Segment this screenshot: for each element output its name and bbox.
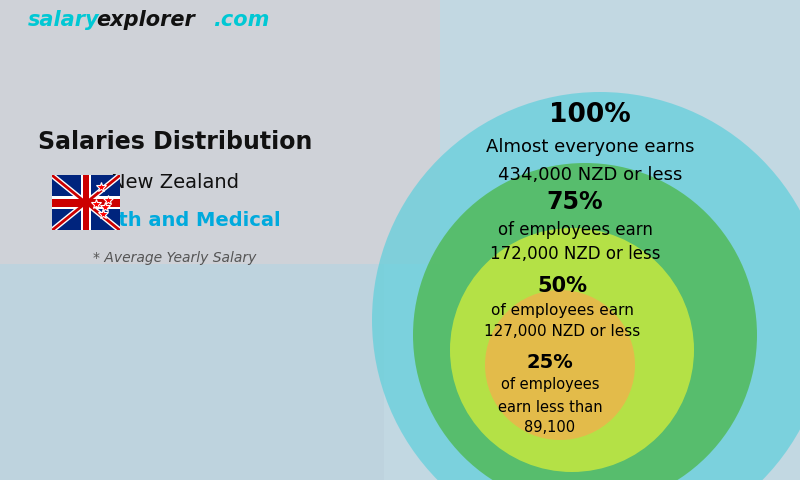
Text: explorer: explorer [96, 10, 194, 30]
Text: 89,100: 89,100 [525, 420, 575, 435]
Bar [0, 0, 440, 264]
Circle shape [413, 163, 757, 480]
Text: Health and Medical: Health and Medical [69, 211, 281, 229]
Circle shape [485, 290, 635, 440]
Circle shape [450, 228, 694, 472]
Bar [81, 175, 91, 230]
Text: 25%: 25% [526, 352, 574, 372]
Text: New Zealand: New Zealand [111, 172, 239, 192]
Text: 172,000 NZD or less: 172,000 NZD or less [490, 245, 660, 263]
Text: 127,000 NZD or less: 127,000 NZD or less [484, 324, 640, 339]
Text: .com: .com [213, 10, 270, 30]
Bar [82, 175, 90, 230]
Bar [52, 196, 120, 209]
Text: 100%: 100% [549, 102, 631, 128]
Circle shape [372, 92, 800, 480]
Text: earn less than: earn less than [498, 399, 602, 415]
Bar [0, 264, 384, 480]
Text: of employees earn: of employees earn [498, 221, 653, 239]
Bar [52, 199, 120, 207]
Text: 75%: 75% [546, 190, 603, 214]
Text: Almost everyone earns: Almost everyone earns [486, 138, 694, 156]
Text: of employees earn: of employees earn [490, 302, 634, 317]
Text: 50%: 50% [537, 276, 587, 296]
Text: * Average Yearly Salary: * Average Yearly Salary [94, 251, 257, 265]
Text: 434,000 NZD or less: 434,000 NZD or less [498, 166, 682, 184]
Text: of employees: of employees [501, 377, 599, 393]
Text: Salaries Distribution: Salaries Distribution [38, 130, 312, 154]
Text: salary: salary [28, 10, 100, 30]
